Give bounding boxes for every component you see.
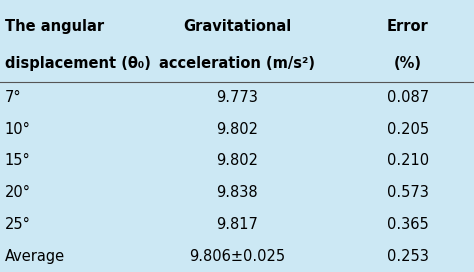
Text: The angular: The angular <box>5 19 104 34</box>
Text: 0.210: 0.210 <box>387 153 428 168</box>
Text: acceleration (m/s²): acceleration (m/s²) <box>159 56 315 71</box>
Text: Gravitational: Gravitational <box>183 19 291 34</box>
Text: 9.773: 9.773 <box>216 90 258 105</box>
Text: 9.802: 9.802 <box>216 122 258 137</box>
Text: 9.806±0.025: 9.806±0.025 <box>189 249 285 264</box>
Text: 10°: 10° <box>5 122 31 137</box>
Text: 25°: 25° <box>5 217 31 232</box>
Text: 9.817: 9.817 <box>216 217 258 232</box>
Text: 15°: 15° <box>5 153 30 168</box>
Text: 9.802: 9.802 <box>216 153 258 168</box>
Text: 9.838: 9.838 <box>216 185 258 200</box>
Text: 20°: 20° <box>5 185 31 200</box>
Text: displacement (θ₀): displacement (θ₀) <box>5 56 151 71</box>
Text: 0.365: 0.365 <box>387 217 428 232</box>
Text: 7°: 7° <box>5 90 21 105</box>
Text: 0.087: 0.087 <box>387 90 428 105</box>
Text: Average: Average <box>5 249 65 264</box>
Text: 0.573: 0.573 <box>387 185 428 200</box>
Text: 0.205: 0.205 <box>387 122 428 137</box>
Text: Error: Error <box>387 19 428 34</box>
Text: 0.253: 0.253 <box>387 249 428 264</box>
Text: (%): (%) <box>393 56 422 71</box>
